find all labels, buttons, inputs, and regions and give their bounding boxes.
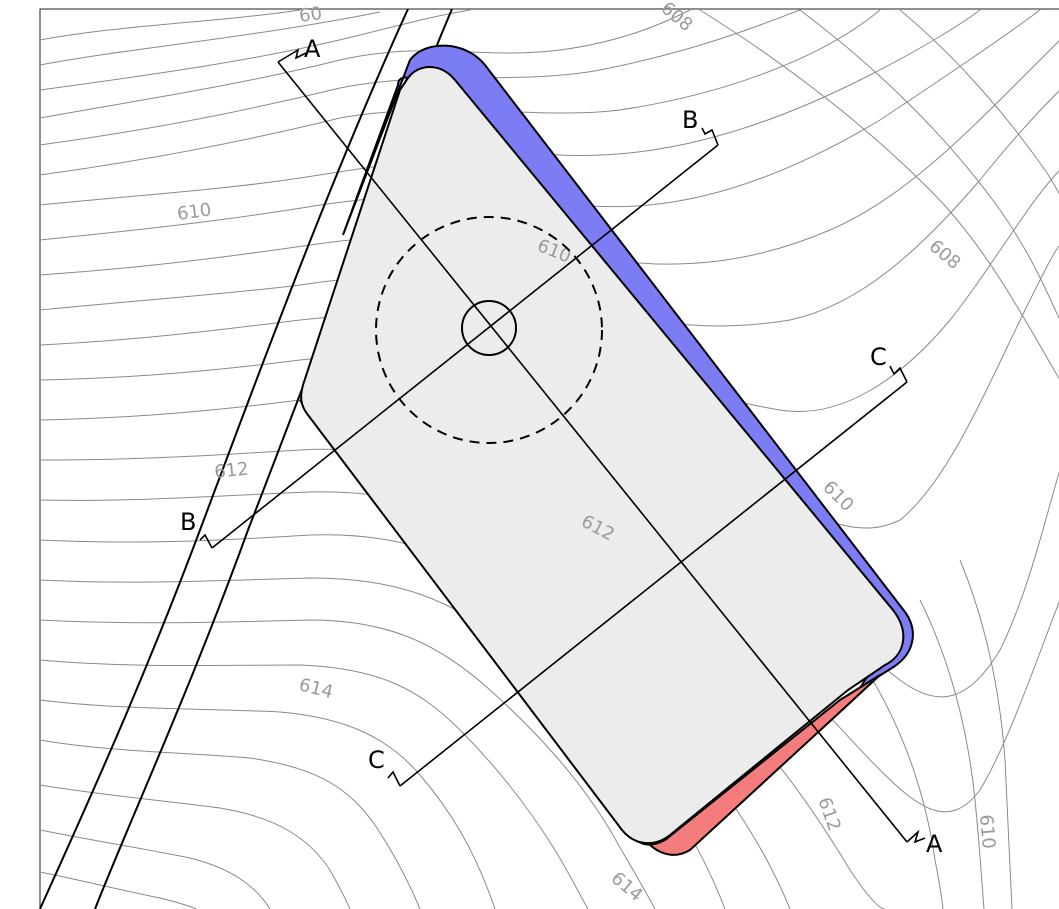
contour-line bbox=[859, 659, 944, 909]
contour-line bbox=[799, 9, 1059, 320]
section-b-top-label: B bbox=[682, 106, 698, 134]
section-c-bottom-arrow bbox=[387, 770, 401, 787]
contour-line bbox=[39, 784, 351, 909]
section-b-bottom-arrow bbox=[199, 533, 213, 549]
contour-line bbox=[899, 9, 1059, 195]
section-b-bottom-label: B bbox=[180, 508, 196, 536]
section-b-top-arrow bbox=[701, 127, 719, 146]
contour-line bbox=[699, 9, 1059, 380]
section-c-bottom-label: C bbox=[368, 746, 385, 774]
contour-line bbox=[39, 9, 691, 119]
section-line-b: B B bbox=[180, 106, 719, 549]
contour-line bbox=[39, 11, 381, 66]
cut-slope-area bbox=[342, 44, 914, 689]
contour-line bbox=[39, 871, 197, 909]
contour-labels: 610 612 614 610 612 608 610 612 614 610 … bbox=[176, 0, 999, 906]
contour-line bbox=[39, 9, 301, 41]
section-c-top-label: C bbox=[870, 343, 887, 371]
section-a-bottom-label: A bbox=[926, 830, 943, 858]
dashed-radius-circle bbox=[375, 216, 603, 444]
contour-line bbox=[39, 699, 496, 909]
road-edge-left bbox=[39, 8, 409, 909]
contour-line bbox=[39, 659, 589, 909]
section-b-line bbox=[211, 144, 719, 549]
section-line-c: C C bbox=[368, 343, 908, 787]
section-a-top-arrow bbox=[277, 48, 307, 63]
section-c-line bbox=[399, 381, 908, 787]
contour-line bbox=[919, 599, 985, 909]
contour-label-612-left: 612 bbox=[213, 458, 249, 482]
contour-line bbox=[39, 9, 471, 91]
contour-label-610-bottom-right: 610 bbox=[975, 814, 999, 850]
contour-line bbox=[39, 829, 271, 909]
center-marker-circle bbox=[461, 300, 517, 356]
section-c-top-arrow bbox=[889, 365, 908, 383]
contour-line bbox=[39, 40, 1059, 276]
section-line-a: A A bbox=[277, 35, 943, 858]
contour-label-60-top: 60 bbox=[298, 3, 324, 27]
section-a-line bbox=[277, 61, 908, 843]
contour-line bbox=[39, 739, 421, 909]
contour-line bbox=[959, 559, 1013, 909]
section-a-top-label: A bbox=[304, 35, 321, 63]
contour-label-610-left: 610 bbox=[176, 199, 213, 225]
section-a-bottom-arrow bbox=[906, 829, 926, 844]
building-pad bbox=[300, 66, 905, 844]
contour-line bbox=[39, 619, 656, 909]
